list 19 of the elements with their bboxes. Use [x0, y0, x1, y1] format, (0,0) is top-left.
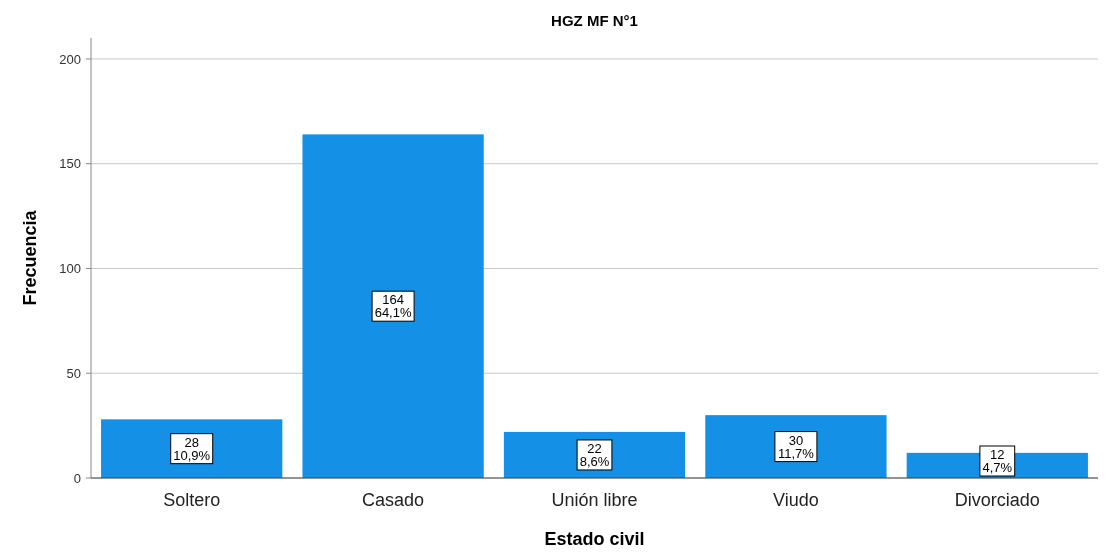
- data-label: 12 4,7%: [982, 447, 1013, 476]
- y-tick-label: 150: [59, 156, 81, 172]
- data-label: 30 11,7%: [777, 432, 815, 461]
- y-tick-label: 0: [73, 470, 81, 486]
- y-axis-title: Frecuencia: [20, 209, 40, 306]
- y-tick-label: 100: [59, 261, 81, 277]
- bar: [302, 134, 484, 478]
- data-label: 28 10,9%: [173, 434, 211, 463]
- x-tick-label: Casado: [362, 490, 425, 510]
- data-label: 22 8,6%: [579, 441, 610, 469]
- data-label: 164 64,1%: [374, 292, 412, 321]
- y-tick-label: 200: [59, 51, 81, 67]
- x-tick-label: Divorciado: [954, 490, 1040, 510]
- x-tick-label: Unión libre: [551, 490, 638, 510]
- x-tick-label: Viudo: [773, 490, 819, 510]
- y-tick-label: 50: [66, 365, 81, 381]
- x-tick-label: Soltero: [163, 490, 221, 510]
- x-axis-title: Estado civil: [544, 529, 645, 549]
- chart-title: HGZ MF N°1: [551, 12, 638, 29]
